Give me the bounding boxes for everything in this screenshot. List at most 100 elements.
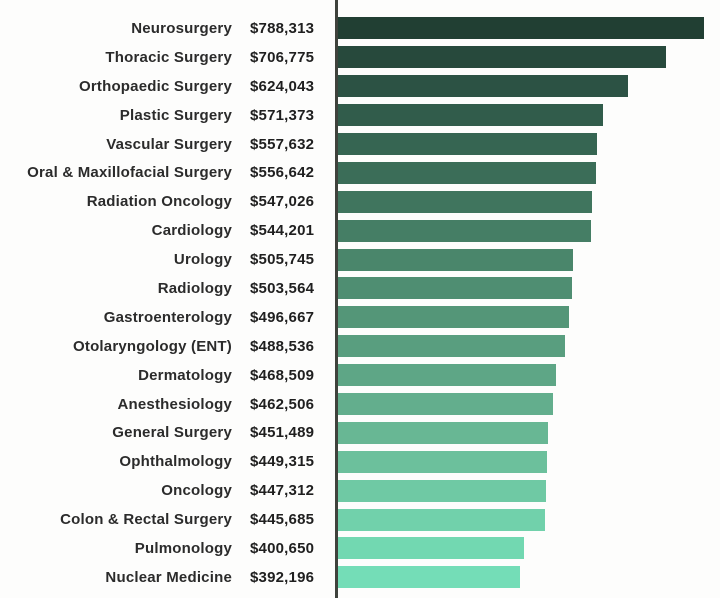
bar-track [335,46,720,69]
bar-track [335,364,720,387]
salary-bar [338,393,553,416]
chart-row: Anesthesiology $462,506 [0,390,720,419]
bar-track [335,75,720,98]
salary-value: $547,026 [250,193,315,211]
chart-row: Urology $505,745 [0,245,720,274]
salary-bar [338,566,520,589]
specialty-label: Oral & Maxillofacial Surgery [27,164,232,182]
salary-value: $571,373 [250,106,315,124]
bar-track [335,450,720,473]
salary-bar [338,17,704,40]
chart-row: Orthopaedic Surgery $624,043 [0,72,720,101]
salary-value: $496,667 [250,308,315,326]
chart-row: Cardiology $544,201 [0,216,720,245]
bar-track [335,566,720,589]
chart-row: Colon & Rectal Surgery $445,685 [0,505,720,534]
salary-value: $447,312 [250,482,315,500]
salary-value: $392,196 [250,568,315,586]
salary-value: $544,201 [250,222,315,240]
specialty-label: Neurosurgery [131,19,232,37]
chart-row: Gastroenterology $496,667 [0,303,720,332]
chart-row: Oral & Maxillofacial Surgery $556,642 [0,158,720,187]
salary-value: $503,564 [250,279,315,297]
bar-track [335,248,720,271]
specialty-label: Anesthesiology [117,395,232,413]
salary-bar [338,479,546,502]
specialty-label: Dermatology [138,366,232,384]
bar-track [335,335,720,358]
specialty-label: Radiation Oncology [86,193,232,211]
chart-row: Neurosurgery $788,313 [0,14,720,43]
salary-bar [338,219,591,242]
salary-bar [338,75,628,98]
salary-bar [338,335,565,358]
salary-bar [338,46,666,69]
salary-bar [338,104,603,127]
salary-bar [338,277,572,300]
bar-track [335,133,720,155]
specialty-label: General Surgery [112,424,232,442]
chart-row: Dermatology $468,509 [0,361,720,390]
specialty-label: Ophthalmology [119,453,232,471]
bar-track [335,190,720,213]
salary-value: $445,685 [250,511,315,529]
specialty-label: Pulmonology [134,539,232,557]
specialty-label: Orthopaedic Surgery [78,77,232,95]
chart-row: Ophthalmology $449,315 [0,447,720,476]
bar-track [335,17,720,40]
salary-value: $624,043 [250,77,315,95]
salary-value: $556,642 [250,164,315,182]
salary-value: $706,775 [250,48,315,66]
bar-track [335,479,720,502]
specialty-label: Urology [173,251,232,269]
salary-bar [338,248,573,271]
salary-bar [338,306,569,329]
salary-bar [338,190,592,213]
chart-row: Radiation Oncology $547,026 [0,187,720,216]
chart-row: Oncology $447,312 [0,476,720,505]
y-axis-line [335,0,338,598]
specialty-label: Radiology [157,279,232,297]
specialty-label: Nuclear Medicine [105,568,232,586]
salary-value: $400,650 [250,539,315,557]
salary-bar [338,364,556,387]
specialty-label: Plastic Surgery [119,106,232,124]
salary-bar [338,421,548,444]
chart-row: General Surgery $451,489 [0,418,720,447]
chart-rows: Neurosurgery $788,313 Thoracic Surgery $… [0,14,720,592]
salary-bar [338,537,524,560]
bar-track [335,219,720,242]
salary-bar [338,133,597,155]
bar-track [335,421,720,444]
salary-value: $488,536 [250,337,315,355]
chart-row: Plastic Surgery $571,373 [0,101,720,130]
salary-bar [338,508,545,531]
chart-row: Radiology $503,564 [0,274,720,303]
salary-bar [338,161,596,184]
salary-bar [338,450,547,473]
chart-row: Thoracic Surgery $706,775 [0,43,720,72]
bar-track [335,277,720,300]
specialty-label: Otolaryngology (ENT) [73,337,232,355]
chart-row: Otolaryngology (ENT) $488,536 [0,332,720,361]
specialty-label: Vascular Surgery [106,135,232,153]
specialty-label: Cardiology [151,222,232,240]
specialty-label: Thoracic Surgery [105,48,232,66]
salary-value: $451,489 [250,424,315,442]
salary-value: $788,313 [250,19,315,37]
bar-track [335,393,720,416]
bar-track [335,161,720,184]
specialty-label: Oncology [161,482,232,500]
bar-track [335,537,720,560]
salary-value: $449,315 [250,453,315,471]
chart-row: Vascular Surgery $557,632 [0,130,720,159]
specialty-label: Gastroenterology [103,308,232,326]
chart-row: Nuclear Medicine $392,196 [0,563,720,592]
bar-track [335,508,720,531]
salary-value: $557,632 [250,135,315,153]
salary-value: $468,509 [250,366,315,384]
bar-track [335,104,720,127]
salary-value: $505,745 [250,251,315,269]
bar-track [335,306,720,329]
